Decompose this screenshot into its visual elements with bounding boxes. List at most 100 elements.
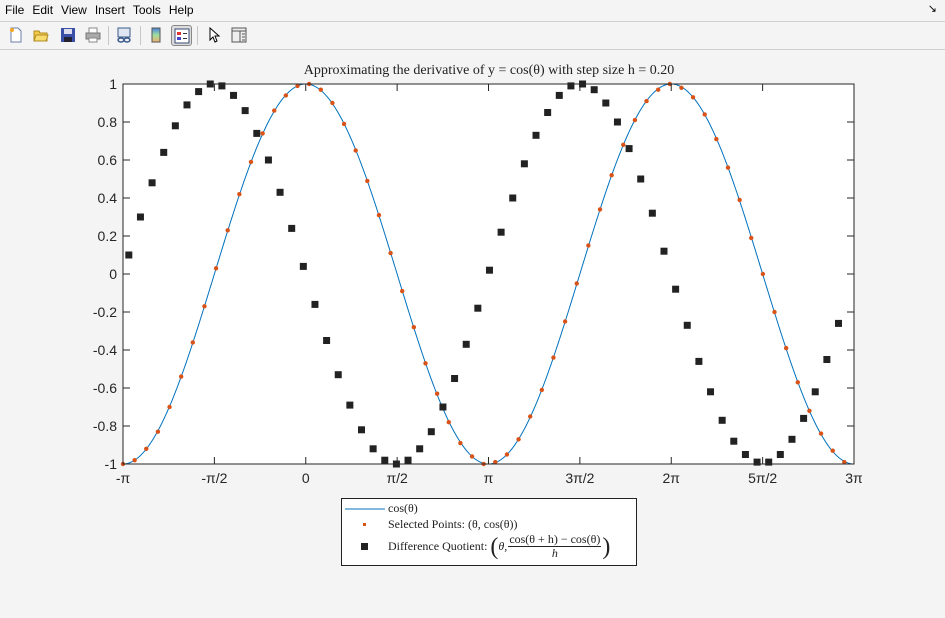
y-tick-label: 0.2 <box>98 228 118 244</box>
quotient-marker <box>753 458 761 466</box>
quotient-marker <box>602 99 610 107</box>
quotient-marker <box>497 228 505 236</box>
selected-point <box>609 173 614 178</box>
quotient-marker <box>136 213 144 221</box>
quotient-marker <box>195 88 203 96</box>
selected-point <box>190 340 196 345</box>
open-file-icon[interactable] <box>31 25 51 45</box>
quotient-marker <box>800 414 808 422</box>
legend-label: Selected Points: (θ, cos(θ)) <box>388 517 518 531</box>
x-tick-label: 2π <box>663 470 681 486</box>
quotient-marker <box>381 456 389 464</box>
quotient-marker <box>160 148 168 156</box>
menu-view[interactable]: View <box>61 3 87 17</box>
y-tick-label: 0.6 <box>98 152 118 168</box>
quotient-marker <box>532 131 540 139</box>
legend-entry-cos: cos(θ) <box>342 501 418 516</box>
legend[interactable]: cos(θ) Selected Points: (θ, cos(θ)) Diff… <box>341 498 637 566</box>
quotient-marker <box>346 401 354 409</box>
menu-insert[interactable]: Insert <box>94 3 125 17</box>
selected-point <box>621 142 626 147</box>
edit-plot-pointer-icon[interactable] <box>204 25 224 45</box>
selected-point <box>341 121 347 127</box>
link-plot-icon[interactable] <box>114 25 134 45</box>
insert-colorbar-icon[interactable] <box>146 25 166 45</box>
selected-point <box>539 387 545 393</box>
quotient-marker <box>183 101 191 109</box>
x-tick-label: π/2 <box>386 470 408 486</box>
selected-point <box>690 95 696 100</box>
quotient-marker <box>707 388 715 396</box>
selected-point <box>411 325 417 330</box>
quotient-marker <box>741 451 749 458</box>
toolbar-separator <box>197 26 198 45</box>
new-figure-icon[interactable] <box>6 25 26 45</box>
quotient-marker <box>660 247 668 255</box>
quotient-marker <box>276 188 284 196</box>
toolbar-separator <box>108 26 109 45</box>
y-tick-label: -0.8 <box>93 418 117 434</box>
quotient-marker <box>125 251 133 259</box>
x-tick-label: π <box>484 470 494 486</box>
menu-file[interactable]: File <box>5 3 25 17</box>
fraction-denominator: h <box>551 546 558 560</box>
chart-title: Approximating the derivative of y = cos(… <box>303 63 675 78</box>
selected-point <box>574 281 579 286</box>
x-tick-label: 0 <box>302 470 310 486</box>
fraction: cos(θ + h) − cos(θ) h <box>508 533 602 560</box>
legend-entry-selected: Selected Points: (θ, cos(θ)) <box>342 517 517 532</box>
quotient-marker <box>811 388 819 396</box>
quotient-marker <box>613 118 621 126</box>
dock-arrow-icon[interactable]: ↘ <box>927 3 937 15</box>
menu-help[interactable]: Help <box>168 3 194 17</box>
quotient-marker <box>765 458 773 466</box>
x-tick-label: -π <box>116 470 131 486</box>
quotient-marker <box>451 375 459 382</box>
save-icon[interactable] <box>58 25 78 45</box>
selected-point <box>167 404 172 410</box>
legend-square-swatch <box>342 542 388 551</box>
quotient-marker <box>171 122 179 130</box>
selected-point <box>144 446 149 451</box>
quotient-marker <box>323 337 331 344</box>
selected-point <box>132 458 137 463</box>
quotient-marker <box>288 224 296 232</box>
x-tick-label: 3π/2 <box>565 470 594 486</box>
quotient-marker <box>485 266 493 274</box>
selected-point <box>586 243 591 248</box>
selected-point <box>330 100 335 106</box>
x-tick-label: 3π <box>845 470 863 486</box>
selected-point <box>237 192 242 197</box>
quotient-marker <box>590 86 598 94</box>
quotient-marker <box>439 403 447 411</box>
insert-legend-icon[interactable] <box>171 25 192 46</box>
quotient-marker <box>299 262 307 270</box>
selected-point <box>807 408 812 413</box>
quotient-marker <box>416 445 424 453</box>
quotient-marker <box>520 160 528 168</box>
selected-point <box>818 431 824 436</box>
legend-label: Difference Quotient: <box>388 539 488 553</box>
y-tick-label: 0.8 <box>98 114 118 130</box>
quotient-marker <box>427 428 435 436</box>
selected-point <box>714 136 719 142</box>
selected-point <box>725 165 731 170</box>
quotient-marker <box>253 129 261 137</box>
selected-point <box>272 108 277 113</box>
quotient-marker <box>462 340 470 348</box>
figure-toolbar <box>0 21 945 50</box>
print-icon[interactable] <box>83 25 103 45</box>
selected-point <box>400 288 405 294</box>
menu-tools[interactable]: Tools <box>132 3 161 17</box>
selected-point <box>493 459 498 465</box>
quotient-marker <box>718 416 726 424</box>
quotient-marker <box>404 456 412 464</box>
menu-edit[interactable]: Edit <box>32 3 54 17</box>
selected-point <box>783 345 789 351</box>
property-inspector-icon[interactable] <box>229 25 249 45</box>
selected-point <box>318 87 323 92</box>
quotient-marker <box>358 426 366 434</box>
selected-point <box>446 420 451 425</box>
y-tick-label: 0 <box>109 266 117 282</box>
